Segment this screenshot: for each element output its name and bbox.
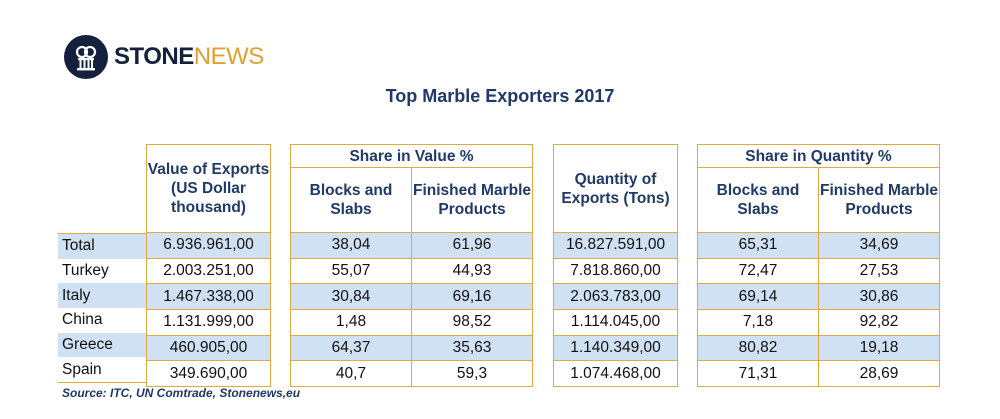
value-of-exports-table: Value of Exports (US Dollar thousand) 6.… bbox=[146, 144, 271, 388]
value-cell: 1.467.338,00 bbox=[146, 283, 271, 311]
country-name: China bbox=[62, 311, 103, 329]
country-name: Total bbox=[58, 232, 146, 259]
quantity-cell: 1.074.468,00 bbox=[553, 360, 678, 388]
share-value-blocks-cell: 38,04 bbox=[290, 232, 412, 259]
share-quantity-finished-cell: 19,18 bbox=[818, 334, 940, 362]
share-value-finished-cell: 44,93 bbox=[411, 257, 533, 285]
blocks-slabs-header: Blocks and Slabs bbox=[697, 167, 819, 233]
quantity-cell: 16.827.591,00 bbox=[553, 232, 678, 259]
share-value-finished-cell: 61,96 bbox=[411, 232, 533, 259]
share-in-quantity-table: Share in Quantity % Blocks and Slabs Fin… bbox=[697, 144, 940, 388]
value-cell: 460.905,00 bbox=[146, 334, 271, 362]
value-cell: 2.003.251,00 bbox=[146, 257, 271, 285]
finished-products-header: Finished Marble Products bbox=[818, 167, 940, 233]
source-note: Source: ITC, UN Comtrade, Stonenews,eu bbox=[62, 386, 301, 400]
share-quantity-finished-cell: 34,69 bbox=[818, 232, 940, 259]
country-name: Italy bbox=[58, 283, 146, 309]
share-quantity-blocks-cell: 69,14 bbox=[697, 283, 819, 311]
share-value-blocks-cell: 1,48 bbox=[290, 309, 412, 336]
share-value-finished-cell: 69,16 bbox=[411, 283, 533, 311]
column-logo-icon bbox=[64, 35, 108, 79]
share-quantity-header: Share in Quantity % bbox=[697, 144, 940, 168]
share-quantity-finished-cell: 28,69 bbox=[818, 360, 940, 388]
share-value-finished-cell: 98,52 bbox=[411, 309, 533, 336]
share-in-value-table: Share in Value % Blocks and Slabs Finish… bbox=[290, 144, 533, 388]
share-quantity-blocks-cell: 72,47 bbox=[697, 257, 819, 285]
share-value-finished-cell: 35,63 bbox=[411, 334, 533, 362]
share-value-blocks-cell: 40,7 bbox=[290, 360, 412, 388]
quantity-of-exports-table: Quantity of Exports (Tons) 16.827.591,00… bbox=[553, 144, 678, 388]
quantity-cell: 2.063.783,00 bbox=[553, 283, 678, 311]
share-value-blocks-cell: 30,84 bbox=[290, 283, 412, 311]
value-cell: 6.936.961,00 bbox=[146, 232, 271, 259]
quantity-cell: 1.114.045,00 bbox=[553, 309, 678, 336]
page-title: Top Marble Exporters 2017 bbox=[385, 86, 615, 106]
country-name: Greece bbox=[58, 332, 146, 358]
finished-products-header: Finished Marble Products bbox=[411, 167, 533, 233]
quantity-cell: 1.140.349,00 bbox=[553, 334, 678, 362]
share-quantity-blocks-cell: 71,31 bbox=[697, 360, 819, 388]
value-header: Value of Exports (US Dollar thousand) bbox=[146, 144, 271, 233]
brand-wordmark: STONENEWS bbox=[114, 45, 264, 69]
share-quantity-blocks-cell: 65,31 bbox=[697, 232, 819, 259]
share-quantity-blocks-cell: 7,18 bbox=[697, 309, 819, 336]
share-value-finished-cell: 59,3 bbox=[411, 360, 533, 388]
brand-logo: STONENEWS bbox=[64, 34, 264, 80]
value-cell: 349.690,00 bbox=[146, 360, 271, 388]
blocks-slabs-header: Blocks and Slabs bbox=[290, 167, 412, 233]
share-quantity-finished-cell: 92,82 bbox=[818, 309, 940, 336]
brand-news: NEWS bbox=[193, 43, 265, 70]
share-value-blocks-cell: 64,37 bbox=[290, 334, 412, 362]
country-name: Spain bbox=[58, 357, 146, 384]
country-name: Turkey bbox=[62, 262, 109, 280]
country-names-column: Total Turkey Italy China Greece Spain bbox=[58, 232, 146, 384]
share-quantity-finished-cell: 27,53 bbox=[818, 257, 940, 285]
quantity-header: Quantity of Exports (Tons) bbox=[553, 144, 678, 233]
value-cell: 1.131.999,00 bbox=[146, 309, 271, 336]
share-value-blocks-cell: 55,07 bbox=[290, 257, 412, 285]
share-quantity-blocks-cell: 80,82 bbox=[697, 334, 819, 362]
share-quantity-finished-cell: 30,86 bbox=[818, 283, 940, 311]
quantity-cell: 7.818.860,00 bbox=[553, 257, 678, 285]
brand-stone: STONE bbox=[114, 43, 194, 70]
share-value-header: Share in Value % bbox=[290, 144, 533, 168]
